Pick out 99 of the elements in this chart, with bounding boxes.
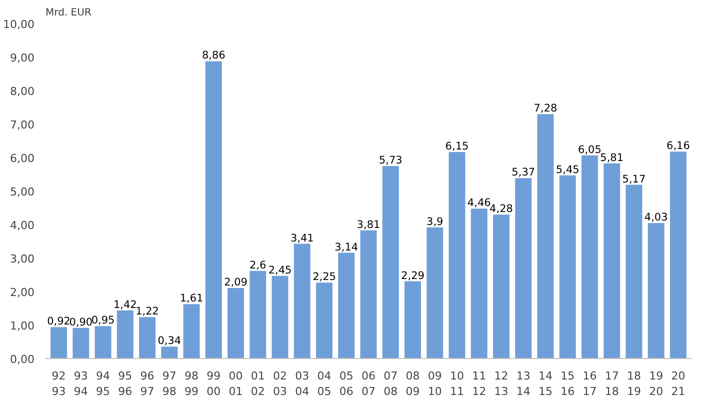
x-tick-label: 94 95	[96, 370, 110, 398]
data-label: 2,6	[250, 259, 267, 272]
y-tick-label: 1,00	[10, 320, 35, 332]
x-tick-label: 18 19	[626, 370, 641, 398]
x-tick-label: 02 03	[273, 370, 288, 398]
x-tick-label: 03 04	[295, 370, 310, 398]
data-label: 3,14	[334, 241, 358, 254]
y-tick-label: 7,00	[10, 118, 35, 132]
data-label: 0,92	[47, 316, 70, 328]
data-label: 3,9	[426, 216, 444, 228]
x-tick-label: 13 14	[516, 370, 530, 398]
y-tick-label: 2,00	[10, 286, 35, 299]
x-tick-label: 17 18	[604, 370, 619, 398]
data-label: 6,15	[445, 140, 469, 152]
x-tick-label: 19 20	[649, 370, 664, 398]
bar	[50, 327, 68, 358]
data-label: 8,86	[202, 50, 226, 62]
data-label: 1,61	[180, 292, 204, 305]
bar	[360, 230, 377, 358]
bar	[294, 244, 310, 358]
data-label: 1,42	[113, 298, 137, 311]
data-label: 5,73	[378, 154, 402, 167]
bar	[228, 288, 244, 358]
y-tick-label: 8,00	[10, 85, 35, 98]
x-tick-label: 12 13	[494, 370, 508, 398]
x-tick-label: 07 08	[384, 370, 398, 398]
bar	[626, 184, 642, 358]
bar	[648, 222, 664, 358]
bar	[426, 227, 444, 358]
data-label: 1,22	[136, 306, 159, 318]
x-tick-label: 98 99	[184, 370, 199, 398]
x-tick-label: 20 21	[671, 370, 686, 398]
x-tick-label: 14 15	[538, 370, 552, 398]
bar	[382, 166, 399, 358]
x-tick-label: 16 17	[582, 370, 597, 398]
x-tick-label: 04 05	[317, 370, 332, 398]
bar	[272, 276, 288, 358]
bar	[338, 252, 355, 358]
data-label: 5,17	[622, 173, 646, 186]
y-tick-label: 0,00	[10, 353, 35, 366]
bar	[205, 61, 222, 358]
data-label: 0,95	[91, 314, 115, 327]
data-label: 2,09	[224, 276, 248, 288]
data-label: 6,05	[578, 144, 602, 156]
bar	[161, 346, 178, 358]
bar	[72, 328, 90, 358]
bar	[470, 208, 488, 358]
bar	[404, 281, 421, 358]
x-tick-label: 15 16	[560, 370, 575, 398]
data-label: 5,37	[512, 166, 536, 179]
bar	[559, 175, 576, 358]
data-label: 2,45	[268, 264, 292, 276]
bar	[604, 163, 620, 358]
bar	[139, 317, 156, 358]
bar	[581, 155, 598, 358]
bar	[670, 152, 686, 358]
bar	[515, 178, 532, 358]
y-tick-label: 9,00	[10, 52, 35, 64]
bar	[250, 270, 266, 358]
data-label: 3,41	[290, 232, 314, 244]
y-axis-title: Mrd. EUR	[46, 8, 92, 18]
x-tick-label: 93 94	[74, 370, 88, 398]
x-tick-label: 97 98	[162, 370, 176, 398]
x-tick-label: 11 12	[472, 370, 486, 398]
data-label: 0,90	[69, 316, 93, 328]
x-tick-label: 00 01	[228, 370, 243, 398]
y-tick-label: 4,00	[10, 219, 35, 232]
y-tick-label: 3,00	[10, 252, 35, 266]
data-label: 7,28	[534, 102, 558, 115]
data-label: 2,25	[312, 271, 336, 284]
data-label: 4,46	[467, 197, 492, 210]
data-label: 2,29	[401, 270, 424, 282]
y-tick-label: 5,00	[10, 186, 35, 198]
x-tick-label: 08 09	[406, 370, 420, 398]
data-label: 6,16	[666, 140, 690, 152]
bar	[492, 214, 510, 358]
data-label: 5,45	[556, 164, 580, 176]
x-tick-label: 92 93	[52, 370, 66, 398]
data-label: 4,28	[490, 203, 513, 216]
x-tick-label: 99 00	[206, 370, 221, 398]
data-label: 3,81	[356, 218, 380, 231]
x-tick-label: 10 11	[450, 370, 464, 398]
bar	[448, 152, 466, 358]
y-tick-label: 10,00	[3, 18, 35, 31]
bar	[183, 304, 200, 358]
x-tick-label: 95 96	[118, 370, 132, 398]
x-tick-label: 01 02	[250, 370, 265, 398]
x-tick-label: 96 97	[140, 370, 154, 398]
x-tick-label: 09 10	[428, 370, 442, 398]
bar	[537, 114, 554, 358]
bar	[94, 326, 112, 358]
bar	[316, 282, 332, 358]
x-tick-label: 05 06	[339, 370, 354, 398]
y-tick-label: 6,00	[10, 152, 35, 165]
data-label: 4,03	[644, 211, 668, 224]
data-label: 5,81	[600, 152, 624, 164]
data-label: 0,34	[158, 335, 182, 348]
bar	[116, 310, 134, 358]
x-tick-label: 06 07	[362, 370, 376, 398]
